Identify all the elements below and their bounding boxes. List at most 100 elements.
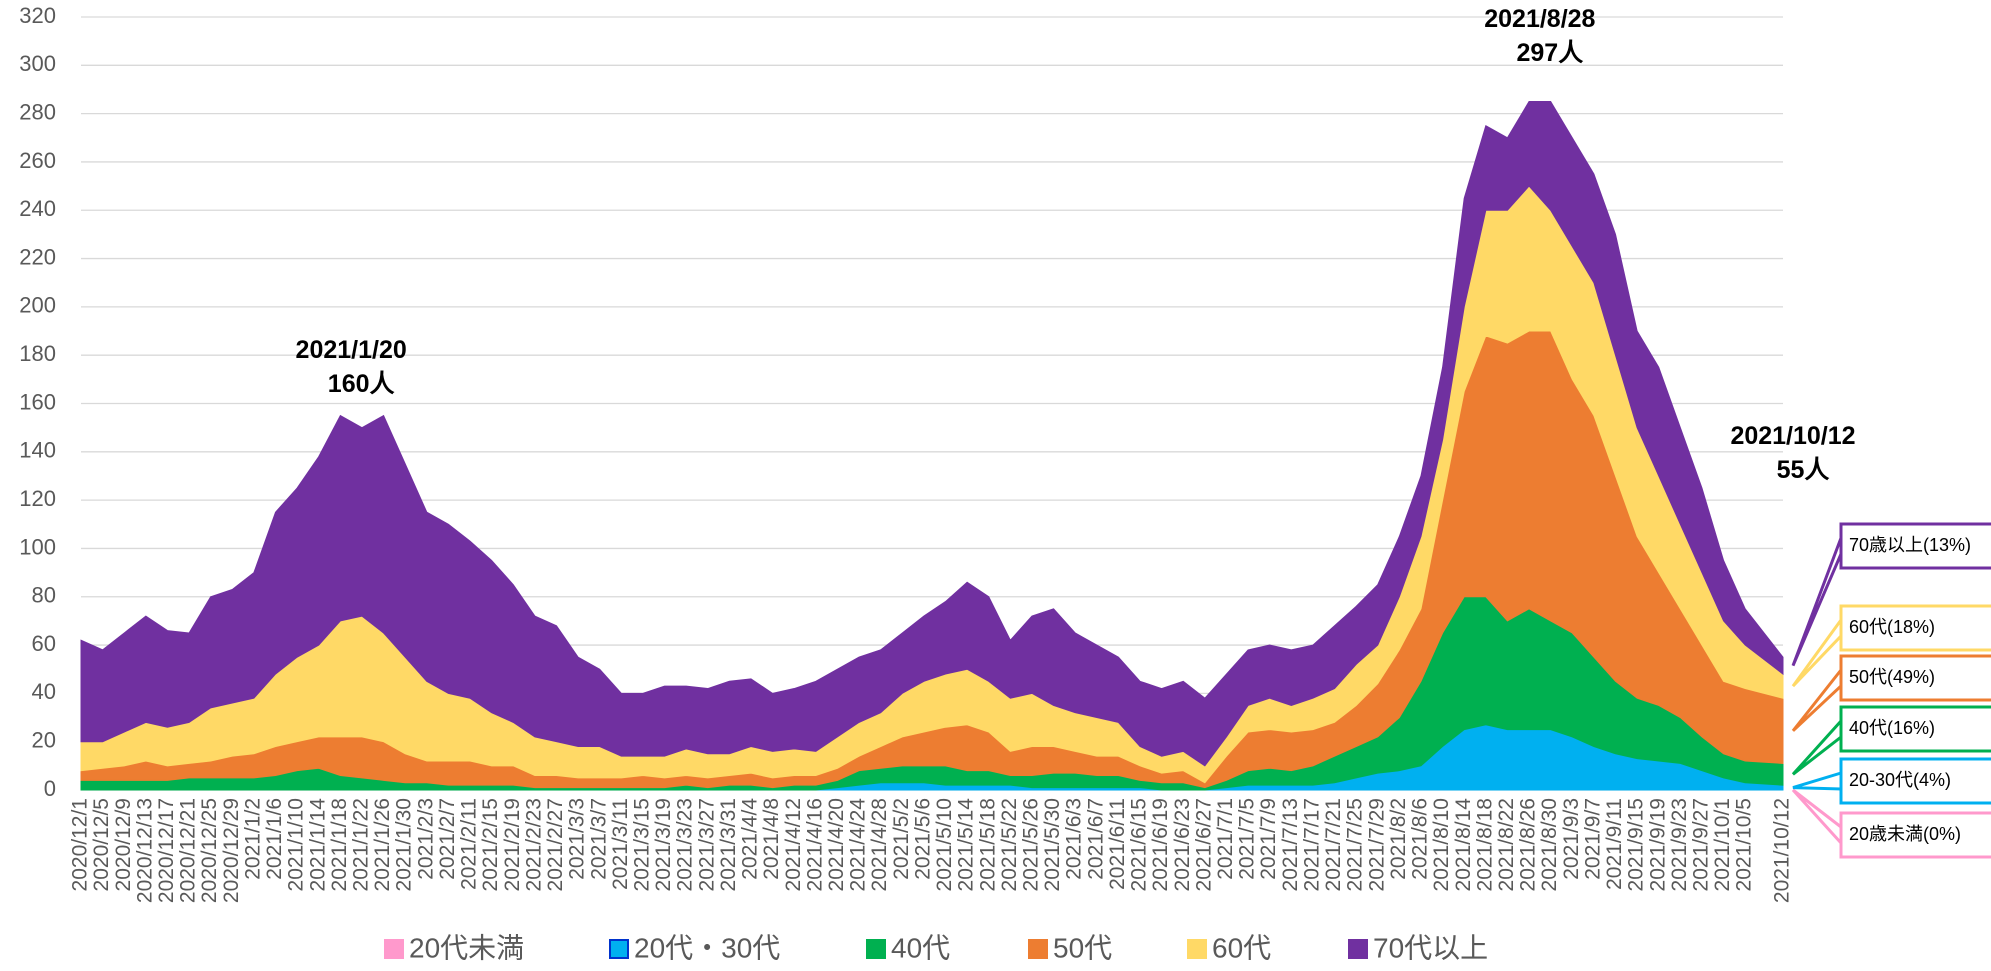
x-tick-label: 2021/4/16 <box>803 798 826 891</box>
x-tick-label: 2021/4/24 <box>847 798 870 892</box>
x-tick-label: 2021/6/27 <box>1192 798 1215 891</box>
x-tick-label: 2021/7/5 <box>1236 798 1259 880</box>
x-tick-label: 2021/8/18 <box>1473 798 1496 891</box>
x-tick-label: 2021/1/26 <box>371 798 394 891</box>
x-tick-label: 2021/1/30 <box>393 798 416 891</box>
x-tick-label: 2021/10/5 <box>1733 798 1756 891</box>
callout-label: 70歳以上(13%) <box>1849 535 1971 555</box>
x-tick-label: 2021/5/14 <box>955 798 978 892</box>
callout-box <box>1839 811 1991 859</box>
x-tick-label: 2021/3/31 <box>717 798 740 891</box>
legend-swatch <box>384 939 404 959</box>
y-tick-label: 160 <box>19 389 56 414</box>
x-tick-label: 2021/5/22 <box>998 798 1021 891</box>
x-tick-label: 2021/3/11 <box>609 798 632 890</box>
x-tick-label: 2021/2/23 <box>522 798 545 891</box>
callout-pointer <box>1791 717 1843 776</box>
x-tick-label: 2021/3/15 <box>630 798 653 891</box>
y-tick-label: 320 <box>19 3 56 28</box>
x-tick-label: 2021/7/21 <box>1322 798 1345 891</box>
x-tick-label: 2020/12/21 <box>177 798 200 903</box>
x-tick-label: 2021/1/10 <box>285 798 308 891</box>
callout-pointer <box>1791 788 1843 847</box>
legend-label: 20代未満 <box>409 932 524 963</box>
callout-box <box>1839 654 1991 702</box>
x-tick-label: 2021/1/6 <box>263 798 286 880</box>
callout-box <box>1839 604 1991 652</box>
callout-box <box>1839 522 1991 570</box>
legend-label: 40代 <box>891 932 950 963</box>
x-tick-label: 2021/6/11 <box>1106 798 1129 890</box>
x-tick-label: 2021/1/14 <box>306 798 329 892</box>
legend-swatch <box>609 939 629 959</box>
x-tick-label: 2021/6/23 <box>1171 798 1194 891</box>
x-tick-label: 2021/7/25 <box>1344 798 1367 891</box>
x-tick-label: 2021/7/13 <box>1279 798 1302 891</box>
legend-label: 20代・30代 <box>634 932 780 963</box>
x-tick-label: 2021/3/27 <box>695 798 718 891</box>
legend-label: 70代以上 <box>1373 932 1488 963</box>
y-tick-label: 240 <box>19 196 56 221</box>
x-tick-label: 2020/12/29 <box>220 798 243 903</box>
legend-swatch <box>1028 939 1048 959</box>
x-tick-label: 2021/4/20 <box>825 798 848 891</box>
x-tick-label: 2020/12/9 <box>112 798 135 891</box>
x-tick-label: 2021/4/12 <box>782 798 805 891</box>
x-tick-label: 2021/9/23 <box>1668 798 1691 891</box>
x-tick-label: 2021/5/2 <box>890 798 913 880</box>
x-tick-label: 2020/12/5 <box>90 798 113 891</box>
x-tick-label: 2021/4/8 <box>760 798 783 880</box>
x-tick-label: 2021/6/3 <box>1063 798 1086 880</box>
callout-label: 60代(18%) <box>1849 617 1935 637</box>
x-tick-label: 2021/9/3 <box>1560 798 1583 880</box>
x-tick-label: 2021/2/11 <box>458 798 481 890</box>
x-tick-label: 2021/3/7 <box>587 798 610 880</box>
x-tick-label: 2021/7/17 <box>1300 798 1323 891</box>
x-tick-label: 2021/9/7 <box>1581 798 1604 880</box>
annotation-value: 55人 <box>1777 456 1830 484</box>
callout-label: 20-30代(4%) <box>1849 770 1951 790</box>
y-tick-label: 200 <box>19 293 56 318</box>
x-tick-label: 2021/7/9 <box>1257 798 1280 880</box>
callout-label: 20歳未満(0%) <box>1849 824 1961 844</box>
x-tick-label: 2021/9/15 <box>1625 798 1648 891</box>
x-tick-label: 2021/8/22 <box>1495 798 1518 891</box>
callout-pointer <box>1792 770 1843 791</box>
x-tick-label: 2021/9/19 <box>1646 798 1669 891</box>
x-tick-label: 2021/5/30 <box>1041 798 1064 891</box>
y-tick-label: 180 <box>19 341 56 366</box>
x-tick-label: 2021/8/2 <box>1387 798 1410 880</box>
x-tick-label: 2021/10/12 <box>1771 798 1794 903</box>
x-tick-label: 2021/2/27 <box>544 798 567 891</box>
annotation-value: 297人 <box>1516 39 1583 67</box>
legend-label: 50代 <box>1053 932 1112 963</box>
callout-pointer <box>1791 615 1843 688</box>
x-tick-label: 2021/2/7 <box>436 798 459 880</box>
x-tick-label: 2021/6/7 <box>1084 798 1107 880</box>
x-tick-label: 2021/5/18 <box>976 798 999 891</box>
y-tick-label: 260 <box>19 148 56 173</box>
annotation-date: 2021/1/20 <box>296 336 407 364</box>
callout-label: 50代(49%) <box>1849 667 1935 687</box>
x-tick-label: 2021/2/19 <box>501 798 524 891</box>
annotation-value: 160人 <box>328 370 395 398</box>
annotation-date: 2021/10/12 <box>1730 422 1855 450</box>
y-tick-label: 220 <box>19 244 56 269</box>
y-tick-label: 40 <box>32 679 56 704</box>
x-tick-label: 2021/5/6 <box>911 798 934 880</box>
x-tick-label: 2021/9/11 <box>1603 798 1626 890</box>
x-tick-label: 2021/3/19 <box>652 798 675 891</box>
x-tick-label: 2021/8/10 <box>1430 798 1453 891</box>
x-tick-label: 2021/7/1 <box>1214 798 1237 880</box>
x-tick-label: 2021/8/26 <box>1517 798 1540 891</box>
y-tick-label: 60 <box>32 631 56 656</box>
x-tick-label: 2020/12/13 <box>133 798 156 903</box>
x-tick-label: 2021/6/15 <box>1128 798 1151 891</box>
x-tick-label: 2021/1/18 <box>328 798 351 891</box>
x-tick-label: 2021/6/19 <box>1149 798 1172 891</box>
area <box>80 101 1784 767</box>
annotation-date: 2021/8/28 <box>1484 5 1595 33</box>
callout-box <box>1839 757 1991 805</box>
callout-box <box>1839 705 1991 753</box>
legend-label: 60代 <box>1212 932 1271 963</box>
